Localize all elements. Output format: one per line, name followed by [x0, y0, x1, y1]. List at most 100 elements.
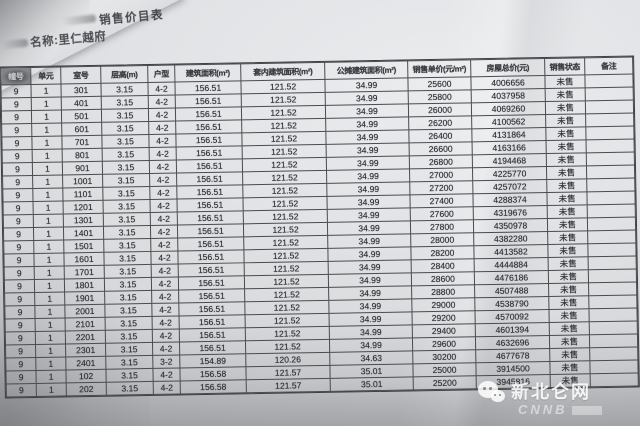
table-cell: 4-2: [148, 133, 177, 148]
table-cell: 701: [61, 135, 103, 149]
table-cell: 1: [31, 96, 62, 111]
table-cell: 27800: [410, 219, 474, 234]
table-cell: 1: [35, 369, 67, 384]
table-cell: 156.51: [179, 314, 246, 329]
table-cell: 9: [4, 279, 35, 294]
table-cell: 未售: [548, 295, 589, 310]
table-cell: 1: [34, 291, 65, 306]
table-cell: 4507488: [474, 283, 549, 298]
table-cell: 1: [32, 187, 64, 202]
table-cell: 4-2: [149, 198, 178, 213]
table-cell: 4-2: [149, 185, 177, 200]
table-cell: 801: [62, 148, 103, 162]
table-cell: 4194468: [472, 153, 547, 168]
table-cell: 3.15: [105, 368, 154, 383]
table-cell: 2301: [65, 343, 106, 357]
table-cell: 未售: [548, 308, 590, 323]
table-cell: 9: [2, 188, 34, 203]
table-cell: [587, 203, 636, 218]
table-cell: 4538790: [474, 296, 549, 311]
table-cell: [585, 87, 634, 101]
table-cell: 1: [31, 122, 62, 137]
table-cell: 9: [5, 344, 36, 358]
table-cell: 4413582: [473, 244, 549, 259]
column-header: 公摊建筑面积(m²): [324, 60, 408, 80]
table-cell: 9: [1, 123, 32, 138]
table-cell: 9: [3, 253, 35, 268]
table-cell: 未售: [545, 126, 587, 141]
table-cell: 4006656: [470, 75, 546, 90]
table-cell: 3.15: [103, 238, 151, 253]
table-cell: 25600: [407, 76, 472, 91]
table-cell: 4632696: [475, 335, 550, 350]
table-cell: 4-2: [147, 82, 176, 96]
table-cell: 102: [65, 369, 107, 383]
table-cell: 未售: [546, 139, 587, 154]
table-cell: 未售: [549, 347, 590, 362]
table-cell: 1: [30, 83, 62, 98]
table-cell: 未售: [548, 256, 589, 271]
table-cell: 156.51: [176, 197, 244, 212]
table-cell: 4-2: [152, 367, 181, 382]
table-cell: 4-2: [151, 263, 179, 278]
table-cell: 1: [33, 200, 64, 215]
table-cell: 1: [35, 330, 66, 345]
table-cell: 1901: [64, 291, 105, 305]
table-cell: 2101: [65, 317, 106, 331]
table-cell: 25800: [408, 89, 472, 104]
table-cell: 26200: [408, 115, 472, 130]
table-cell: 9: [3, 240, 34, 255]
table-cell: 1001: [62, 174, 103, 188]
watermark-tag: [571, 406, 602, 416]
table-cell: 未售: [547, 243, 589, 258]
shadow-bottom-left: [0, 250, 150, 426]
table-cell: 4-2: [153, 380, 181, 395]
table-cell: [588, 294, 637, 309]
table-cell: 4444884: [474, 257, 549, 272]
table-cell: 156.51: [177, 223, 244, 238]
table-cell: 3.15: [103, 212, 151, 227]
table-cell: 3.15: [105, 329, 153, 344]
table-cell: 156.51: [176, 171, 243, 186]
table-cell: [585, 100, 634, 114]
table-cell: 3.15: [100, 82, 149, 97]
table-cell: 未售: [545, 100, 586, 115]
table-cell: 9: [5, 370, 37, 384]
table-cell: 4-2: [150, 211, 178, 226]
table-cell: 1: [34, 304, 66, 319]
table-cell: 4-2: [151, 276, 179, 291]
table-cell: 9: [4, 305, 36, 320]
table-cell: 28800: [411, 284, 475, 299]
table-cell: 156.51: [176, 145, 243, 160]
table-cell: [584, 74, 634, 88]
table-cell: 29200: [411, 310, 476, 325]
price-table: 幢号 单元 室号 层高(m) 户型 建筑面积(m²) 套内建筑面积(m²) 公摊建筑面积(m²…: [0, 55, 640, 399]
table-cell: 27400: [409, 193, 474, 208]
table-cell: [589, 320, 638, 335]
table-cell: 156.51: [179, 340, 246, 355]
table-cell: 156.51: [178, 262, 245, 277]
table-cell: 29000: [411, 297, 475, 312]
table-cell: 4131864: [471, 127, 547, 142]
column-header: 销售状态: [544, 57, 585, 76]
table-cell: 未售: [549, 334, 590, 349]
shadow-bottom: [0, 316, 640, 426]
table-cell: 4677678: [475, 348, 550, 363]
table-cell: [587, 229, 636, 244]
table-cell: 35.01: [330, 376, 414, 392]
table-cell: 9: [5, 318, 36, 332]
table-cell: 30200: [412, 349, 476, 364]
table-cell: 156.51: [175, 119, 242, 134]
table-cell: 29400: [412, 323, 476, 338]
table-cell: [586, 151, 635, 166]
table-cell: 9: [1, 97, 32, 112]
table-cell: [585, 125, 635, 140]
table-cell: 4-2: [149, 146, 177, 161]
table-cell: 3.15: [102, 147, 150, 162]
column-header: 幢号: [0, 67, 31, 86]
table-cell: 未售: [546, 152, 587, 167]
table-cell: 9: [2, 149, 33, 164]
table-cell: 156.51: [174, 80, 242, 95]
column-header: 层高(m): [100, 65, 148, 84]
table-cell: 154.89: [179, 353, 246, 368]
